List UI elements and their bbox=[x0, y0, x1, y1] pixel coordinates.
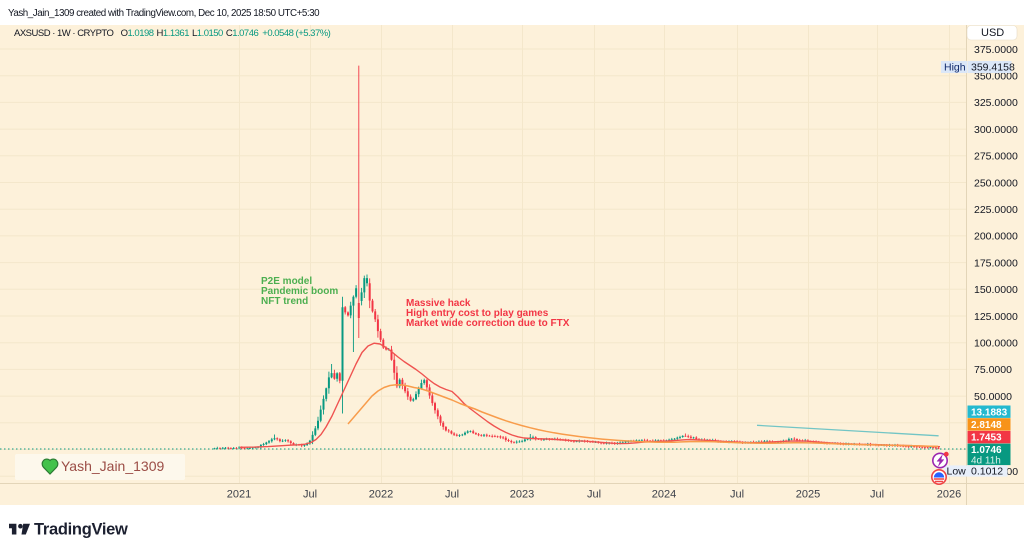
svg-text:Market wide correction due to: Market wide correction due to FTX bbox=[406, 318, 570, 329]
svg-text:Jul: Jul bbox=[870, 489, 884, 501]
svg-text:100.0000: 100.0000 bbox=[974, 338, 1018, 350]
svg-text:2024: 2024 bbox=[652, 489, 676, 501]
svg-text:2.8148: 2.8148 bbox=[971, 420, 1002, 431]
svg-text:2025: 2025 bbox=[796, 489, 820, 501]
svg-text:4d 11h: 4d 11h bbox=[971, 456, 1001, 467]
svg-text:Pandemic boom: Pandemic boom bbox=[261, 286, 338, 297]
svg-text:1.0746: 1.0746 bbox=[971, 445, 1002, 456]
svg-text:350.0000: 350.0000 bbox=[974, 71, 1018, 83]
svg-text:75.0000: 75.0000 bbox=[974, 364, 1012, 376]
svg-text:150.0000: 150.0000 bbox=[974, 284, 1018, 296]
svg-text:375.0000: 375.0000 bbox=[974, 44, 1018, 56]
svg-text:Yash_Jain_1309: Yash_Jain_1309 bbox=[61, 458, 164, 474]
svg-text:325.0000: 325.0000 bbox=[974, 97, 1018, 109]
svg-text:2023: 2023 bbox=[510, 489, 534, 501]
svg-text:Jul: Jul bbox=[445, 489, 459, 501]
svg-text:13.1883: 13.1883 bbox=[971, 407, 1008, 418]
svg-text:2022: 2022 bbox=[369, 489, 393, 501]
svg-text:NFT trend: NFT trend bbox=[261, 296, 308, 307]
svg-text:Jul: Jul bbox=[587, 489, 601, 501]
svg-text:USD: USD bbox=[981, 27, 1004, 39]
svg-text:0.1012: 0.1012 bbox=[971, 465, 1003, 477]
svg-text:TradingView: TradingView bbox=[34, 521, 128, 539]
svg-text:Jul: Jul bbox=[303, 489, 317, 501]
svg-text:High entry cost to play games: High entry cost to play games bbox=[406, 308, 549, 319]
svg-text:High: High bbox=[944, 62, 966, 74]
svg-text:250.0000: 250.0000 bbox=[974, 177, 1018, 189]
svg-text:50.0000: 50.0000 bbox=[974, 391, 1012, 403]
svg-text:1.7453: 1.7453 bbox=[971, 433, 1002, 444]
svg-text:225.0000: 225.0000 bbox=[974, 204, 1018, 216]
svg-text:359.4158: 359.4158 bbox=[971, 62, 1015, 74]
svg-text:Yash_Jain_1309 created with Tr: Yash_Jain_1309 created with TradingView.… bbox=[8, 8, 320, 19]
svg-text:175.0000: 175.0000 bbox=[974, 257, 1018, 269]
svg-text:P2E model: P2E model bbox=[261, 276, 312, 287]
svg-text:125.0000: 125.0000 bbox=[974, 311, 1018, 323]
svg-text:2026: 2026 bbox=[937, 489, 961, 501]
svg-text:Jul: Jul bbox=[730, 489, 744, 501]
svg-text:275.0000: 275.0000 bbox=[974, 151, 1018, 163]
svg-text:Low: Low bbox=[947, 465, 967, 477]
svg-text:300.0000: 300.0000 bbox=[974, 124, 1018, 136]
svg-text:2021: 2021 bbox=[227, 489, 251, 501]
svg-text:Massive hack: Massive hack bbox=[406, 298, 471, 309]
svg-text:200.0000: 200.0000 bbox=[974, 231, 1018, 243]
